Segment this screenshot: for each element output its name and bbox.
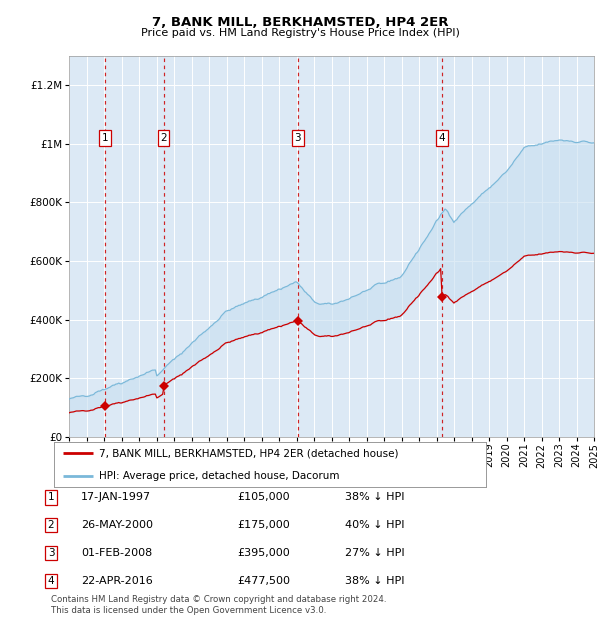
Text: £105,000: £105,000 (237, 492, 290, 502)
Text: 26-MAY-2000: 26-MAY-2000 (81, 520, 153, 530)
Text: This data is licensed under the Open Government Licence v3.0.: This data is licensed under the Open Gov… (51, 606, 326, 615)
Text: 01-FEB-2008: 01-FEB-2008 (81, 548, 152, 558)
Text: 7, BANK MILL, BERKHAMSTED, HP4 2ER: 7, BANK MILL, BERKHAMSTED, HP4 2ER (152, 16, 448, 29)
Text: 3: 3 (295, 133, 301, 143)
Text: £175,000: £175,000 (237, 520, 290, 530)
Text: 4: 4 (47, 576, 55, 586)
Text: 1: 1 (101, 133, 108, 143)
Text: Price paid vs. HM Land Registry's House Price Index (HPI): Price paid vs. HM Land Registry's House … (140, 28, 460, 38)
Text: 7, BANK MILL, BERKHAMSTED, HP4 2ER (detached house): 7, BANK MILL, BERKHAMSTED, HP4 2ER (deta… (100, 448, 399, 458)
Text: £477,500: £477,500 (237, 576, 290, 586)
Text: 38% ↓ HPI: 38% ↓ HPI (345, 492, 404, 502)
Text: 22-APR-2016: 22-APR-2016 (81, 576, 153, 586)
Text: 27% ↓ HPI: 27% ↓ HPI (345, 548, 404, 558)
Text: 1: 1 (47, 492, 55, 502)
Text: 3: 3 (47, 548, 55, 558)
Text: Contains HM Land Registry data © Crown copyright and database right 2024.: Contains HM Land Registry data © Crown c… (51, 595, 386, 604)
Text: 2: 2 (47, 520, 55, 530)
Text: 38% ↓ HPI: 38% ↓ HPI (345, 576, 404, 586)
Text: 4: 4 (439, 133, 445, 143)
Text: 17-JAN-1997: 17-JAN-1997 (81, 492, 151, 502)
Text: 2: 2 (160, 133, 167, 143)
Text: HPI: Average price, detached house, Dacorum: HPI: Average price, detached house, Daco… (100, 471, 340, 480)
Text: 40% ↓ HPI: 40% ↓ HPI (345, 520, 404, 530)
Text: £395,000: £395,000 (237, 548, 290, 558)
